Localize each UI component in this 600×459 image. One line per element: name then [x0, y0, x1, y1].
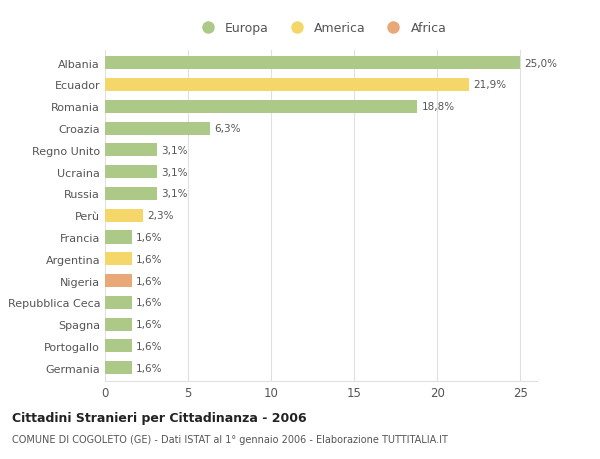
Bar: [105, 144, 157, 157]
Bar: [105, 231, 131, 244]
Text: 21,9%: 21,9%: [473, 80, 506, 90]
Legend: Europa, America, Africa: Europa, America, Africa: [190, 17, 452, 40]
Text: 6,3%: 6,3%: [214, 124, 241, 134]
Bar: [105, 57, 520, 70]
Text: 1,6%: 1,6%: [136, 363, 162, 373]
Text: 1,6%: 1,6%: [136, 319, 162, 330]
Text: 2,3%: 2,3%: [148, 211, 174, 221]
Bar: [105, 296, 131, 309]
Bar: [105, 122, 209, 135]
Bar: [105, 318, 131, 331]
Bar: [105, 187, 157, 201]
Text: COMUNE DI COGOLETO (GE) - Dati ISTAT al 1° gennaio 2006 - Elaborazione TUTTITALI: COMUNE DI COGOLETO (GE) - Dati ISTAT al …: [12, 434, 448, 444]
Bar: [105, 274, 131, 287]
Text: 3,1%: 3,1%: [161, 167, 187, 177]
Bar: [105, 361, 131, 375]
Bar: [105, 340, 131, 353]
Text: 3,1%: 3,1%: [161, 189, 187, 199]
Text: 25,0%: 25,0%: [524, 59, 557, 68]
Text: 1,6%: 1,6%: [136, 341, 162, 351]
Bar: [105, 101, 418, 113]
Text: 1,6%: 1,6%: [136, 254, 162, 264]
Text: 1,6%: 1,6%: [136, 232, 162, 242]
Text: 1,6%: 1,6%: [136, 276, 162, 286]
Text: 3,1%: 3,1%: [161, 146, 187, 156]
Bar: [105, 79, 469, 92]
Text: Cittadini Stranieri per Cittadinanza - 2006: Cittadini Stranieri per Cittadinanza - 2…: [12, 411, 307, 424]
Text: 18,8%: 18,8%: [422, 102, 455, 112]
Bar: [105, 166, 157, 179]
Bar: [105, 253, 131, 266]
Bar: [105, 209, 143, 222]
Text: 1,6%: 1,6%: [136, 298, 162, 308]
